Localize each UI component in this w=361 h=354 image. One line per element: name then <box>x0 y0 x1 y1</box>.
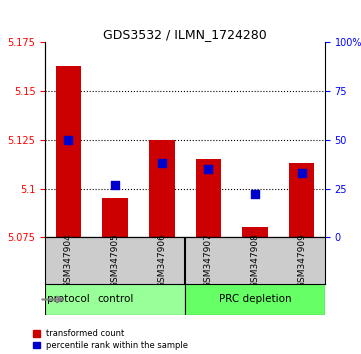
Text: PRC depletion: PRC depletion <box>219 295 291 304</box>
Bar <box>196 159 221 237</box>
Text: control: control <box>97 295 133 304</box>
Text: GSM347907: GSM347907 <box>204 233 213 288</box>
Bar <box>56 66 81 237</box>
Text: GSM347906: GSM347906 <box>157 233 166 288</box>
Point <box>159 160 165 166</box>
Text: GSM347905: GSM347905 <box>110 233 119 288</box>
Text: protocol: protocol <box>47 295 90 304</box>
Bar <box>102 198 128 237</box>
Bar <box>185 284 325 315</box>
Point <box>66 137 71 143</box>
Bar <box>45 284 185 315</box>
Text: GSM347909: GSM347909 <box>297 233 306 288</box>
Bar <box>149 140 174 237</box>
Text: GSM347908: GSM347908 <box>251 233 260 288</box>
Bar <box>242 228 268 237</box>
Text: GSM347904: GSM347904 <box>64 233 73 288</box>
Title: GDS3532 / ILMN_1724280: GDS3532 / ILMN_1724280 <box>103 28 267 41</box>
Point <box>299 170 304 176</box>
Point <box>205 166 211 172</box>
Point <box>252 192 258 197</box>
Bar <box>289 163 314 237</box>
Point <box>112 182 118 188</box>
Legend: transformed count, percentile rank within the sample: transformed count, percentile rank withi… <box>33 329 188 350</box>
